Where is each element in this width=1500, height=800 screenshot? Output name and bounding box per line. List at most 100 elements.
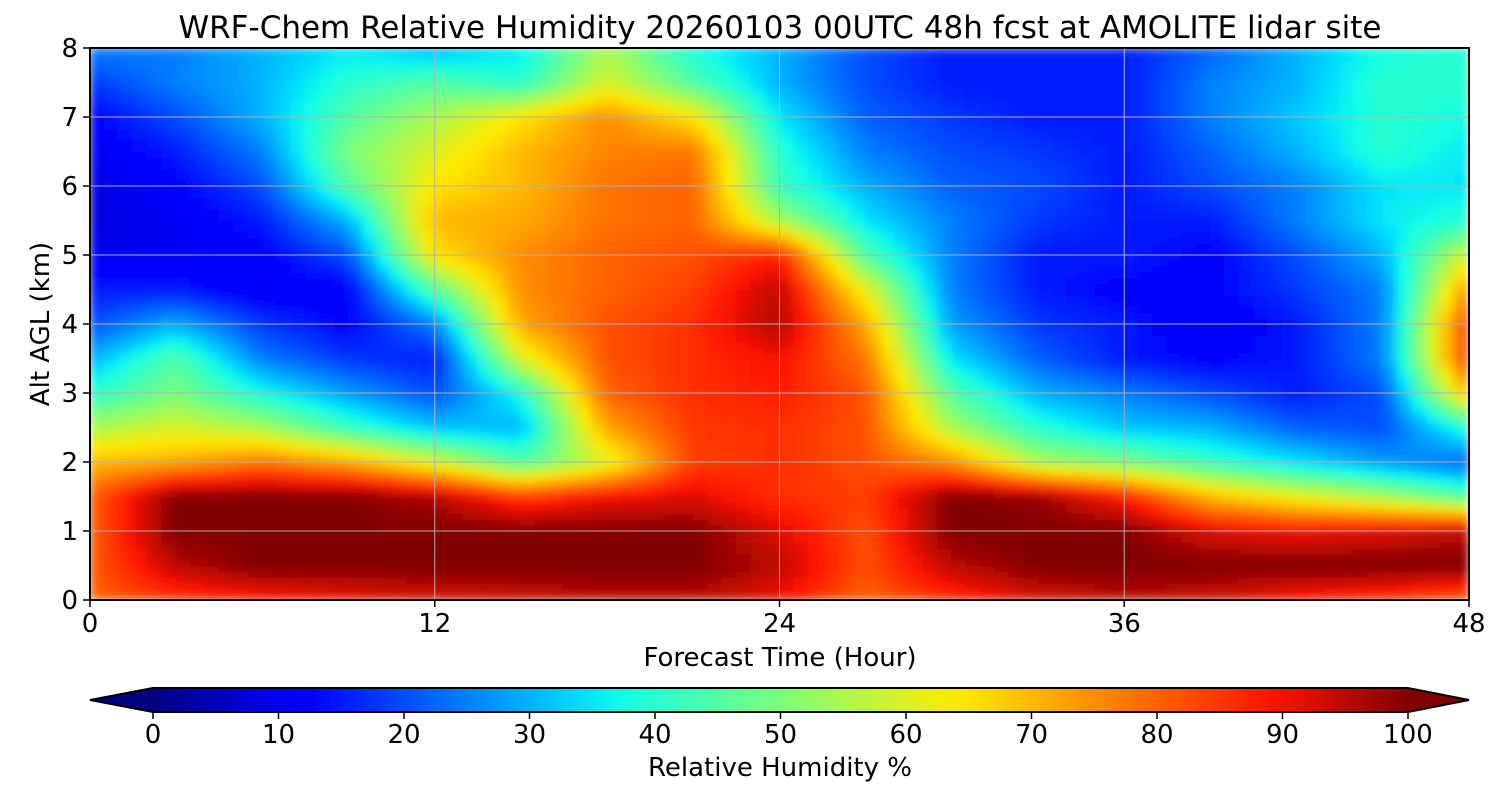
heatmap-cell <box>707 495 723 503</box>
heatmap-cell <box>189 369 206 377</box>
heatmap-cell <box>1281 392 1298 400</box>
heatmap-cell <box>1224 352 1240 360</box>
heatmap-cell <box>1396 564 1413 572</box>
heatmap-cell <box>534 530 551 538</box>
heatmap-cell <box>304 449 321 457</box>
heatmap-cell <box>1281 340 1298 348</box>
heatmap-cell <box>1152 576 1168 584</box>
heatmap-cell <box>261 582 278 590</box>
heatmap-cell <box>448 432 465 440</box>
heatmap-cell <box>908 455 924 463</box>
heatmap-cell <box>649 449 666 457</box>
heatmap-cell <box>1181 415 1197 423</box>
heatmap-cell <box>951 593 967 600</box>
heatmap-cell <box>304 495 321 503</box>
heatmap-cell <box>1181 518 1197 526</box>
heatmap-cell <box>347 490 364 498</box>
heatmap-cell <box>778 438 795 446</box>
heatmap-cell <box>735 311 752 319</box>
heatmap-cell <box>1296 455 1312 463</box>
heatmap-cell <box>319 576 335 584</box>
heatmap-cell <box>549 478 565 486</box>
heatmap-cell <box>1296 559 1312 567</box>
heatmap-cell <box>1252 461 1269 469</box>
heatmap-cell <box>434 398 450 406</box>
heatmap-cell <box>1123 323 1140 331</box>
heatmap-cell <box>90 455 105 463</box>
heatmap-cell <box>1296 513 1312 521</box>
heatmap-cell <box>319 392 335 400</box>
heatmap-cell <box>750 587 766 595</box>
heatmap-cell <box>1181 484 1197 492</box>
heatmap-cell <box>821 582 838 590</box>
heatmap-cell <box>592 426 608 434</box>
heatmap-cell <box>477 582 493 590</box>
heatmap-cell <box>146 352 163 360</box>
heatmap-cell <box>434 507 450 515</box>
heatmap-cell <box>1439 587 1456 595</box>
heatmap-cell <box>448 369 465 377</box>
heatmap-cell <box>1439 352 1456 360</box>
heatmap-cell <box>865 449 881 457</box>
heatmap-cell <box>1238 524 1255 532</box>
heatmap-cell <box>247 363 263 371</box>
heatmap-cell <box>261 564 278 572</box>
heatmap-cell <box>520 559 536 567</box>
heatmap-cell <box>146 501 163 509</box>
heatmap-cell <box>850 375 867 383</box>
heatmap-cell <box>836 421 852 429</box>
heatmap-cell <box>1281 398 1298 406</box>
heatmap-cell <box>549 403 565 411</box>
heatmap-cell <box>376 461 393 469</box>
heatmap-cell <box>1382 495 1398 503</box>
heatmap-cell <box>534 323 551 331</box>
heatmap-cell <box>103 553 120 561</box>
heatmap-cell <box>1138 415 1154 423</box>
heatmap-cell <box>1181 587 1197 595</box>
heatmap-cell <box>462 329 479 337</box>
heatmap-cell <box>146 553 163 561</box>
heatmap-cell <box>1109 340 1125 348</box>
heatmap-cell <box>1310 398 1326 406</box>
heatmap-cell <box>233 300 249 308</box>
heatmap-cell <box>1454 386 1469 394</box>
heatmap-cell <box>1324 329 1341 337</box>
heatmap-cell <box>505 587 522 595</box>
heatmap-cell <box>893 352 910 360</box>
heatmap-cell <box>793 432 809 440</box>
heatmap-cell <box>563 564 579 572</box>
heatmap-cell <box>1166 375 1183 383</box>
heatmap-cell <box>678 409 694 417</box>
heatmap-cell <box>276 455 292 463</box>
heatmap-cell <box>1166 507 1183 515</box>
heatmap-cell <box>1051 472 1068 480</box>
heatmap-cell <box>721 455 738 463</box>
heatmap-cell <box>1037 513 1054 521</box>
heatmap-cell <box>290 495 307 503</box>
heatmap-cell <box>1238 507 1255 515</box>
heatmap-cell <box>563 288 579 296</box>
heatmap-cell <box>1281 518 1298 526</box>
heatmap-cell <box>1310 513 1326 521</box>
heatmap-cell <box>778 380 795 388</box>
heatmap-cell <box>347 294 364 302</box>
heatmap-cell <box>563 518 579 526</box>
heatmap-cell <box>807 375 824 383</box>
heatmap-cell <box>922 306 939 314</box>
heatmap-cell <box>1396 449 1413 457</box>
heatmap-cell <box>103 444 120 452</box>
heatmap-cell <box>175 352 192 360</box>
heatmap-cell <box>204 513 220 521</box>
heatmap-cell <box>534 306 551 314</box>
heatmap-cell <box>491 403 508 411</box>
heatmap-cell <box>1296 495 1312 503</box>
heatmap-cell <box>1080 484 1097 492</box>
heatmap-cell <box>951 398 967 406</box>
heatmap-cell <box>922 547 939 555</box>
heatmap-cell <box>893 455 910 463</box>
heatmap-cell <box>606 449 623 457</box>
heatmap-cell <box>362 432 378 440</box>
heatmap-cell <box>793 501 809 509</box>
heatmap-cell <box>1066 386 1082 394</box>
heatmap-cell <box>146 593 163 600</box>
